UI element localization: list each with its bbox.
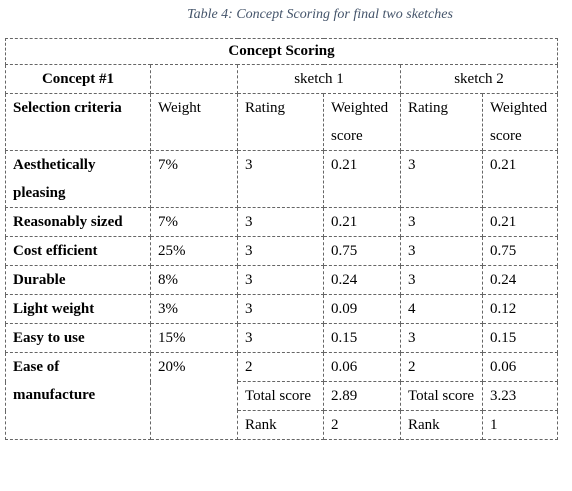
table-cell: Aesthetically pleasing [5, 150, 151, 208]
table-cell: Light weight [5, 294, 151, 324]
table-cell: 3 [400, 265, 483, 295]
table-cell: Durable [5, 265, 151, 295]
table-row: Concept #1 sketch 1 sketch 2 [5, 64, 559, 94]
table-row: Reasonably sized 7% 3 0.21 3 0.21 [5, 207, 559, 237]
table-cell: Total score [400, 381, 483, 411]
table-row: Light weight 3% 3 0.09 4 0.12 [5, 294, 559, 324]
table-row: Ease of manufacture 20% 2 0.06 2 0.06 [5, 352, 559, 440]
table-cell: 3 [237, 236, 324, 266]
table-cell: Concept #1 [5, 64, 151, 94]
table-row: Easy to use 15% 3 0.15 3 0.15 [5, 323, 559, 353]
table-cell: 1 [481, 410, 559, 440]
table-cell: Rating [237, 93, 324, 151]
table-cell: 7% [150, 207, 238, 237]
table-cell: 3% [150, 294, 238, 324]
table-cell: sketch 2 [399, 64, 559, 94]
table-cell: 3.23 [481, 381, 559, 411]
table-cell: 0.24 [323, 265, 401, 295]
table-cell: Weighted score [481, 93, 559, 151]
table-cell: Reasonably sized [5, 207, 151, 237]
table-row: Total score 2.89 Total score 3.23 [6, 381, 559, 411]
scoring-table: Concept Scoring Concept #1 sketch 1 sketch … [4, 38, 559, 440]
table-row: Cost efficient 25% 3 0.75 3 0.75 [5, 236, 559, 266]
table-cell: 2 [400, 352, 483, 382]
table-cell: 0.24 [481, 265, 559, 295]
table-cell: 3 [400, 323, 483, 353]
table-cell: 3 [400, 236, 483, 266]
table-cell: sketch 1 [237, 64, 401, 94]
table-cell: Rank [237, 410, 324, 440]
table-cell: 2 [237, 352, 324, 382]
table-cell: 20% [150, 352, 238, 440]
table-cell: 3 [237, 294, 324, 324]
table-cell: Total score [237, 381, 324, 411]
table-row: Durable 8% 3 0.24 3 0.24 [5, 265, 559, 295]
table-cell: Selection criteria [5, 93, 151, 151]
table-cell: 0.06 [481, 352, 559, 382]
table-cell: 15% [150, 323, 238, 353]
table-cell: 0.75 [481, 236, 559, 266]
table-cell: 0.21 [323, 150, 401, 208]
table-cell: 0.21 [481, 150, 559, 208]
table-cell: 0.15 [323, 323, 401, 353]
table-cell: 3 [400, 150, 483, 208]
table-cell: 3 [400, 207, 483, 237]
table-cell: Weight [150, 93, 238, 151]
table-cell: 4 [400, 294, 483, 324]
table-cell: 3 [237, 323, 324, 353]
table-cell: 0.09 [323, 294, 401, 324]
table-cell: 0.15 [481, 323, 559, 353]
table-cell: 0.21 [481, 207, 559, 237]
table-cell: Concept Scoring [4, 38, 559, 65]
table-cell: 3 [237, 150, 324, 208]
table-cell: 2.89 [323, 381, 401, 411]
table-cell: Easy to use [5, 323, 151, 353]
table-cell: 3 [237, 207, 324, 237]
table-row: Rank 2 Rank 1 [6, 410, 559, 440]
table-row: Selection criteria Weight Rating Weighted s… [5, 93, 559, 151]
table-cell: Cost efficient [5, 236, 151, 266]
table-row: Concept Scoring [4, 38, 559, 65]
table-cell: Rank [400, 410, 483, 440]
caption: Table 4: Concept Scoring for final two s… [187, 7, 453, 22]
table-cell: Ease of manufacture [5, 352, 151, 440]
table-cell: Rating [400, 93, 483, 151]
table-cell: 0.12 [481, 294, 559, 324]
table-cell: 7% [150, 150, 238, 208]
table-cell: 3 [237, 265, 324, 295]
table-cell: 25% [150, 236, 238, 266]
table-cell: 0.06 [323, 352, 401, 382]
table-cell: 8% [150, 265, 238, 295]
table-row: Aesthetically pleasing 7% 3 0.21 3 0.21 [5, 150, 559, 208]
table-cell: 0.21 [323, 207, 401, 237]
table-cell: 0.75 [323, 236, 401, 266]
table-cell [150, 64, 238, 94]
table-cell: 2 [323, 410, 401, 440]
table-cell: Weighted score [323, 93, 401, 151]
